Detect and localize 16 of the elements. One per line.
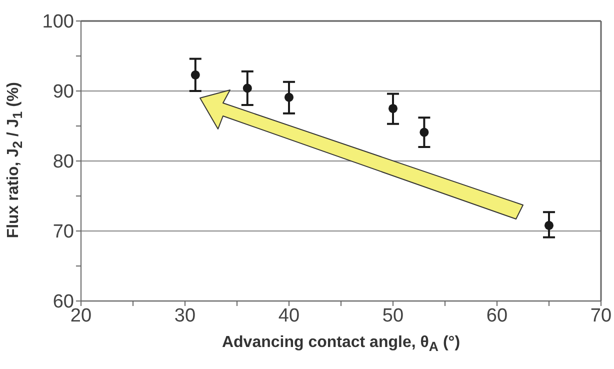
y-tick-label: 90 xyxy=(52,82,74,103)
x-axis-title: Advancing contact angle, θ$_{A}$ (°) xyxy=(220,334,462,354)
y-tick-label: 70 xyxy=(52,222,74,243)
point xyxy=(388,104,398,114)
x-tick-label: 40 xyxy=(278,305,300,326)
x-tick-label: 50 xyxy=(382,305,404,326)
point xyxy=(190,70,200,80)
y-tick-label: 80 xyxy=(52,152,74,173)
point xyxy=(242,84,252,93)
x-tick-label: 70 xyxy=(590,305,612,326)
point xyxy=(284,92,294,102)
point xyxy=(420,128,429,137)
x-tick-label: 60 xyxy=(486,305,508,326)
point xyxy=(544,220,554,230)
x-tick-label: 30 xyxy=(174,305,196,326)
y-tick-label: 100 xyxy=(42,12,74,33)
